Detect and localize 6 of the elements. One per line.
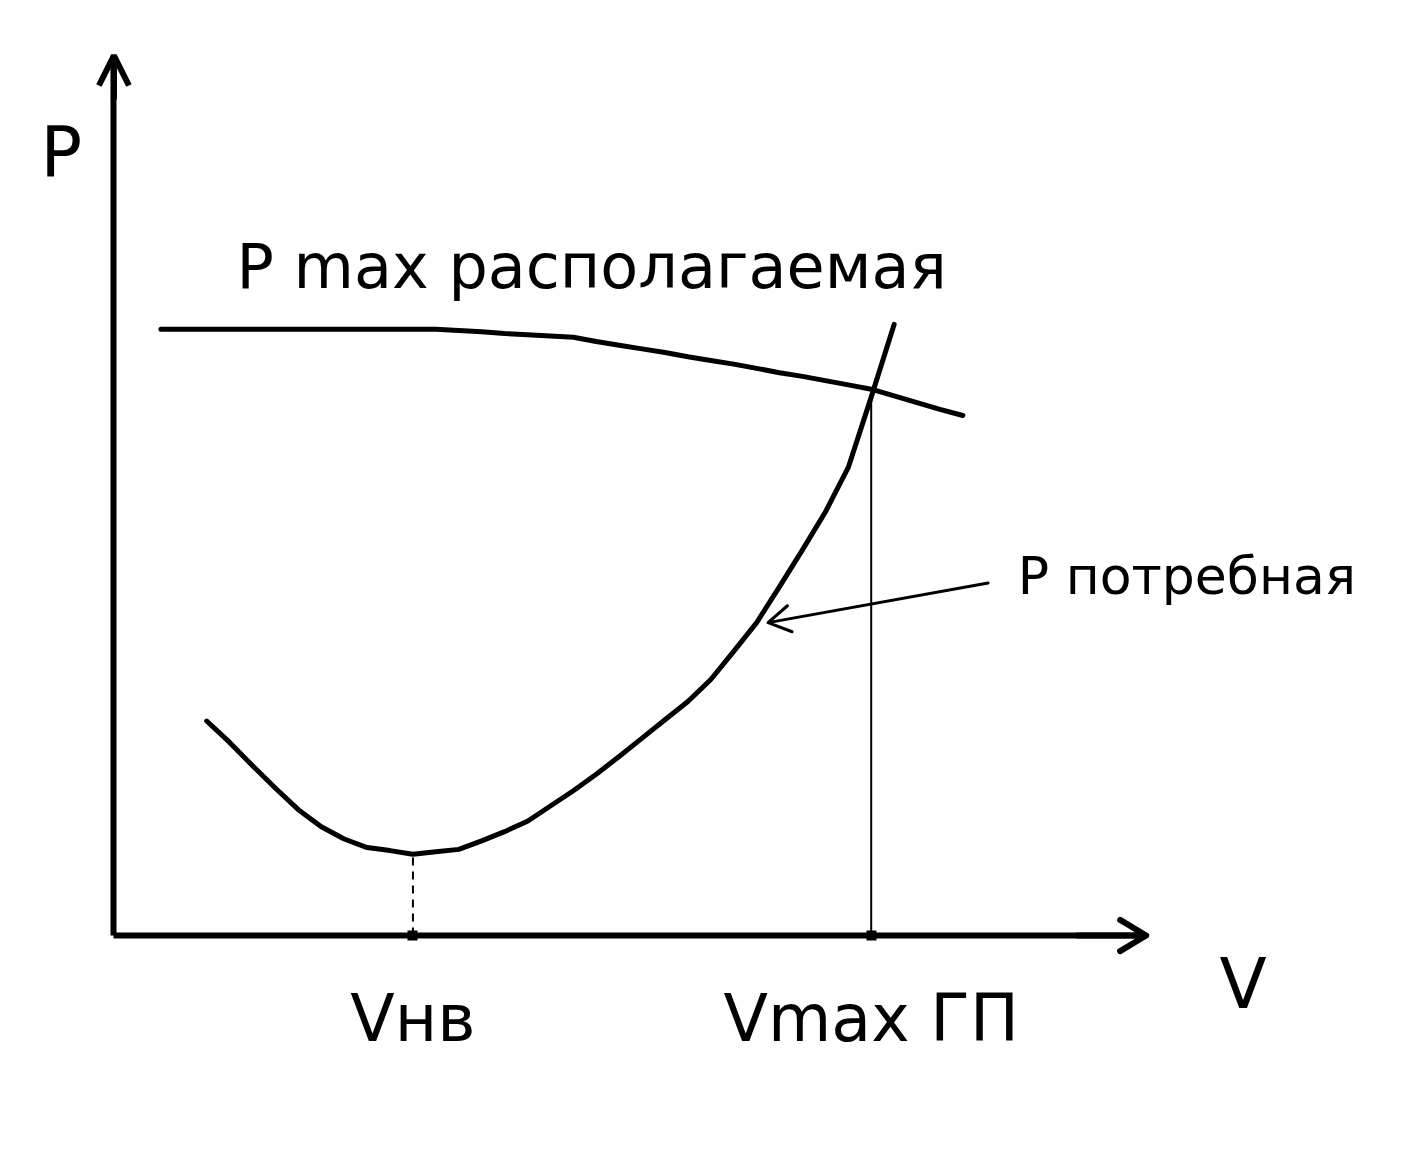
x-axis-title: V	[1219, 943, 1267, 1024]
y-axis-title: P	[40, 112, 83, 193]
x-tick-label: Vнв	[350, 980, 476, 1056]
series-label: P max располагаемая	[236, 229, 947, 303]
x-tick-label: Vmax ГП	[723, 980, 1019, 1056]
legend-label: P потребная	[1017, 546, 1357, 606]
